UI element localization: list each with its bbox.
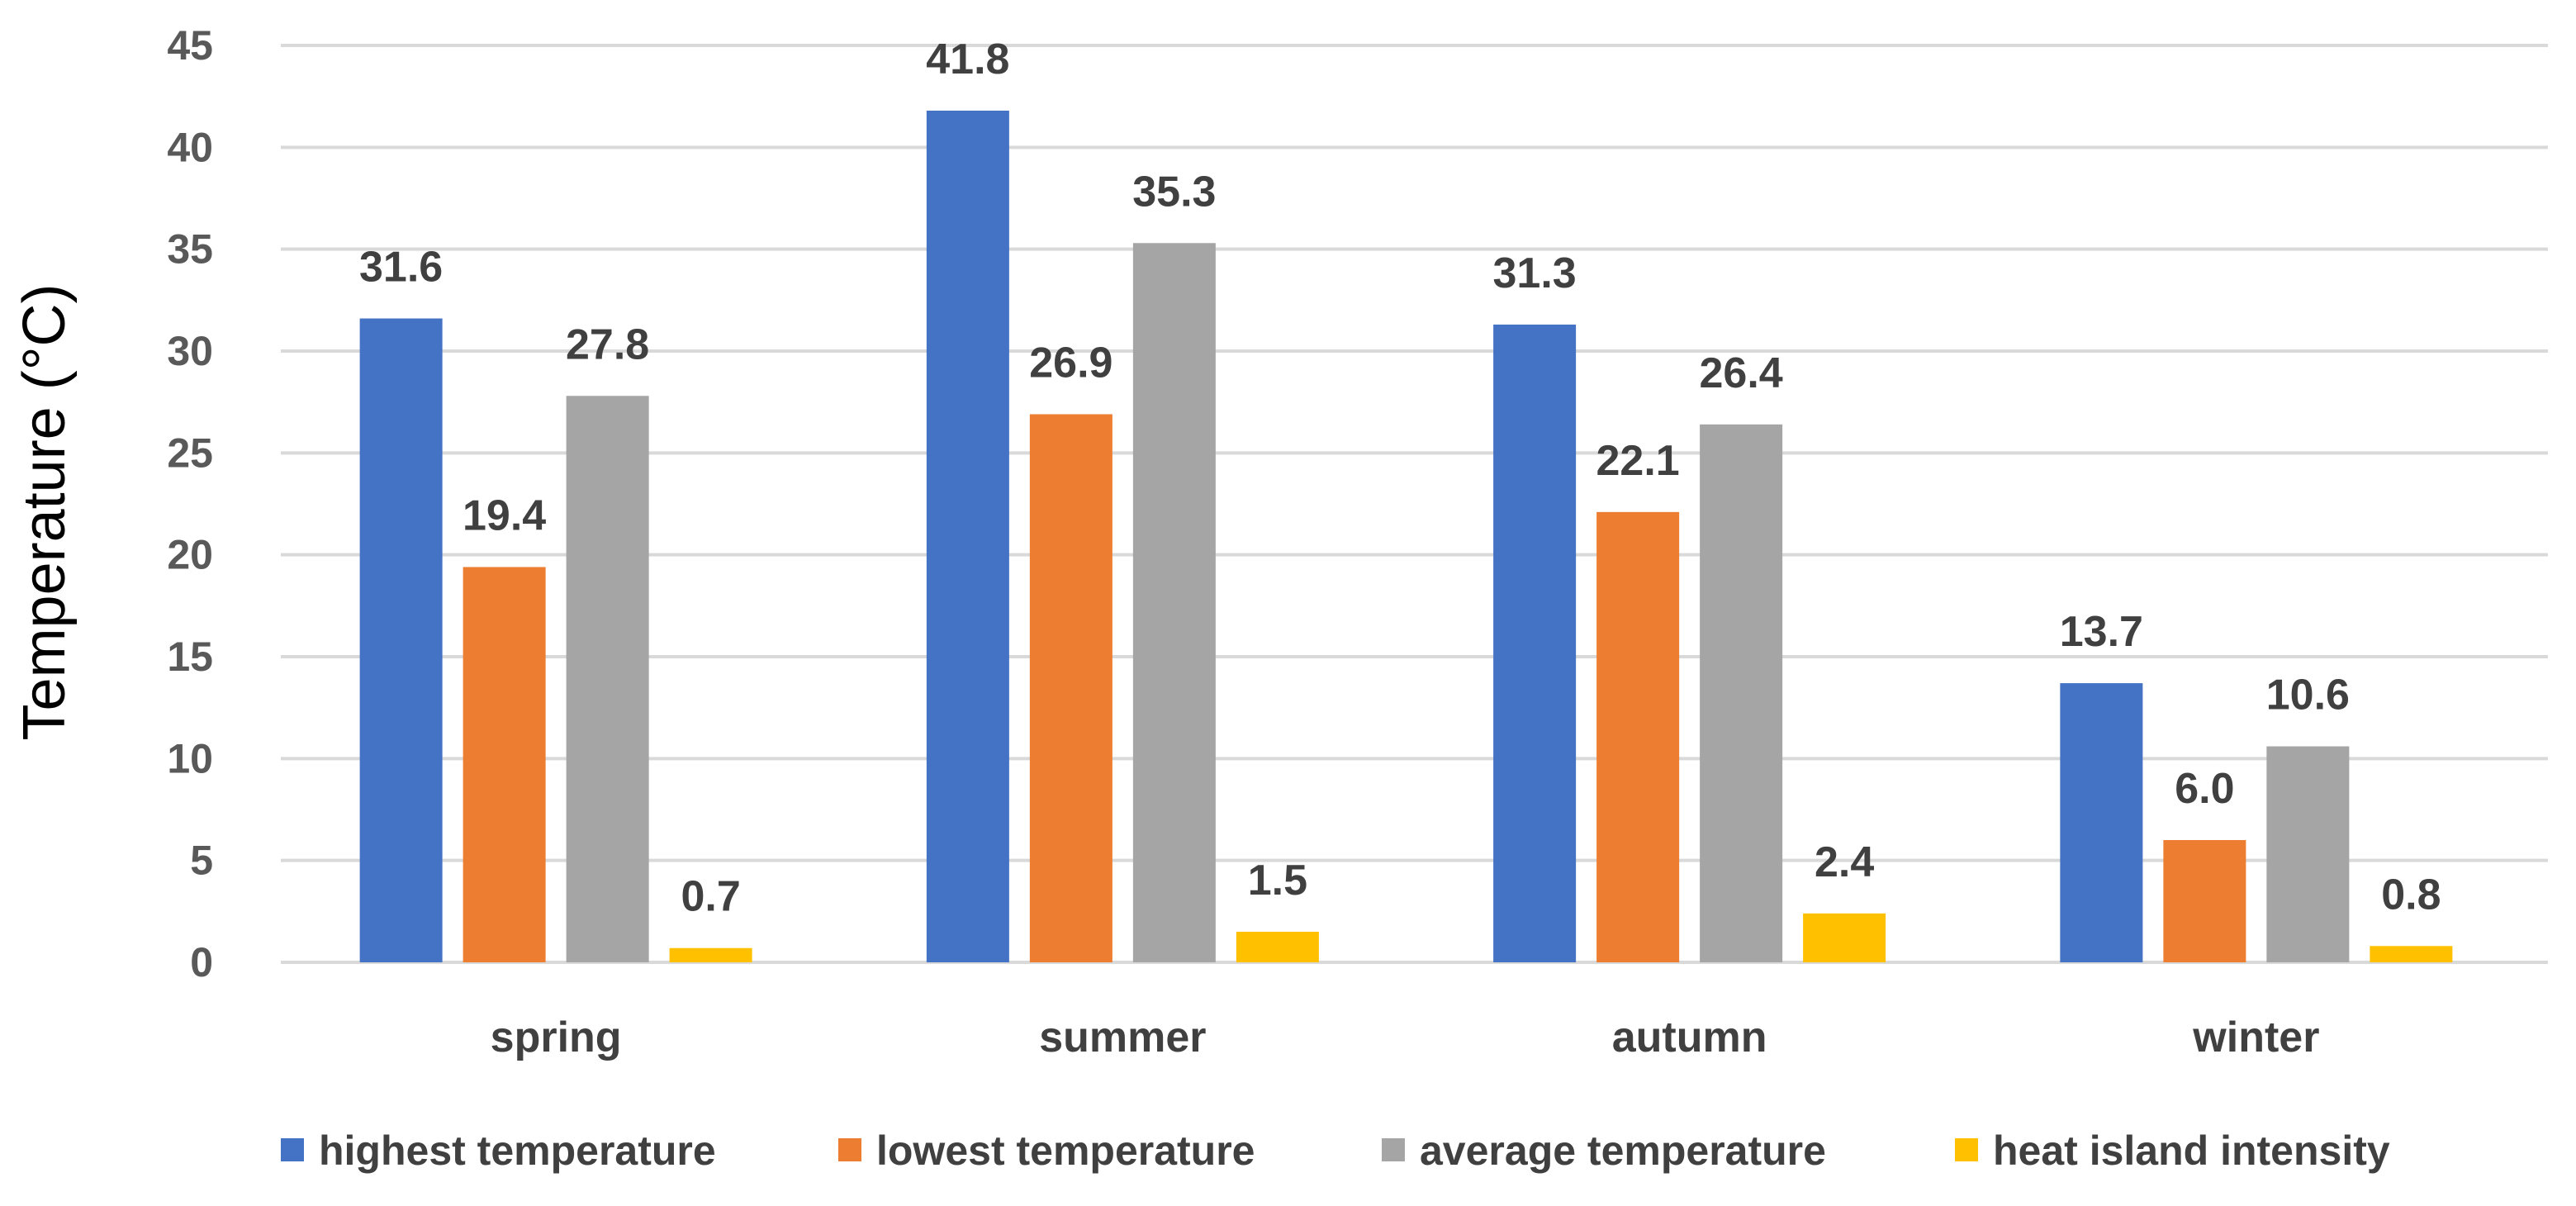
data-label: 41.8 [926, 36, 1009, 83]
y-tick-label: 30 [167, 328, 213, 374]
category-label-winter: winter [2192, 1014, 2319, 1061]
bar-autumn-2 [1700, 424, 1783, 962]
y-tick-label: 45 [167, 22, 213, 69]
legend-label: heat island intensity [1993, 1128, 2390, 1174]
data-label: 31.3 [1493, 249, 1577, 297]
y-tick-label: 10 [167, 735, 213, 781]
y-tick-label: 35 [167, 226, 213, 273]
legend-swatch [281, 1138, 304, 1161]
bar-summer-1 [1029, 414, 1112, 962]
bar-spring-1 [463, 567, 546, 962]
data-label: 0.8 [2381, 871, 2441, 919]
y-axis-title: Temperature (°C) [12, 284, 78, 741]
data-label: 19.4 [463, 491, 546, 539]
gridlines [281, 44, 2548, 964]
category-label-autumn: autumn [1612, 1014, 1767, 1061]
bar-summer-0 [926, 110, 1009, 962]
legend-label: lowest temperature [876, 1128, 1255, 1174]
bar-winter-1 [2163, 840, 2246, 962]
y-tick-label: 25 [167, 430, 213, 476]
data-label: 26.9 [1029, 339, 1112, 387]
data-label: 27.8 [566, 320, 649, 368]
bar-winter-2 [2266, 746, 2350, 962]
bar-spring-2 [566, 396, 649, 962]
legend-label: highest temperature [319, 1128, 716, 1174]
data-label: 1.5 [1248, 857, 1307, 904]
y-axis-tick-labels: 0 5 10 15 20 25 30 35 40 45 [167, 22, 213, 985]
bar-spring-3 [669, 947, 752, 962]
y-tick-label: 5 [190, 838, 213, 884]
category-labels: spring summer autumn winter [491, 1014, 2320, 1061]
data-label: 13.7 [2060, 608, 2143, 656]
y-tick-label: 40 [167, 124, 213, 170]
data-label: 22.1 [1596, 437, 1680, 485]
data-labels: 31.6 19.4 27.8 0.7 41.8 26.9 35.3 1.5 31.3 22.1 26… [359, 36, 2441, 921]
data-label: 31.6 [359, 244, 443, 292]
y-tick-label: 0 [190, 939, 213, 985]
data-label: 35.3 [1132, 168, 1216, 216]
bar-autumn-3 [1803, 913, 1886, 962]
legend: highest temperature lowest temperature ave… [281, 1128, 2390, 1174]
bar-summer-3 [1236, 932, 1319, 962]
bar-autumn-0 [1493, 324, 1577, 962]
data-label: 26.4 [1700, 349, 1783, 397]
bar-autumn-1 [1596, 511, 1680, 962]
bar-summer-2 [1132, 243, 1216, 962]
bar-winter-3 [2370, 946, 2453, 962]
y-tick-label: 20 [167, 532, 213, 578]
category-label-summer: summer [1039, 1014, 1206, 1061]
data-label: 6.0 [2175, 765, 2234, 813]
data-label: 2.4 [1815, 838, 1874, 886]
bar-winter-0 [2060, 683, 2143, 962]
legend-swatch [1955, 1138, 1978, 1161]
legend-label: average temperature [1420, 1128, 1826, 1174]
data-label: 0.7 [681, 873, 740, 921]
category-label-spring: spring [491, 1014, 622, 1061]
legend-swatch [1382, 1138, 1405, 1161]
data-label: 10.6 [2266, 672, 2350, 719]
bar-spring-0 [359, 318, 443, 962]
bars [359, 110, 2453, 962]
y-tick-label: 15 [167, 634, 213, 680]
legend-swatch [838, 1138, 861, 1161]
